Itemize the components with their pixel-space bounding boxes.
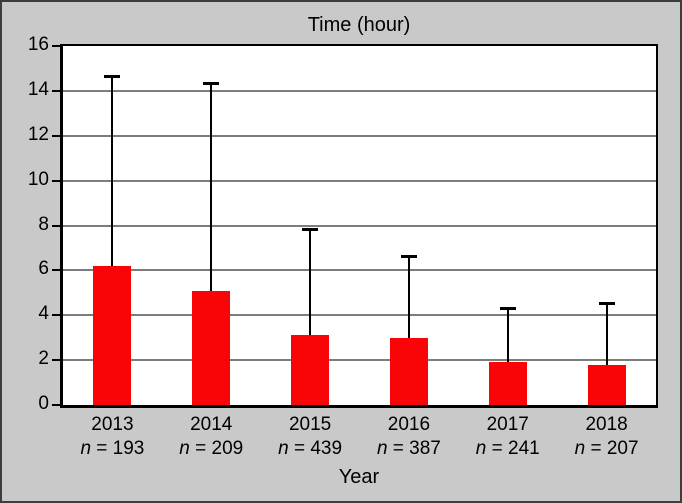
y-tick [52,45,62,47]
y-tick-label: 12 [27,123,49,145]
y-tick-label: 16 [27,34,49,55]
y-tick-label: 4 [38,303,49,325]
gridline [63,134,656,137]
y-tick-label: 0 [38,393,49,414]
gridline [63,314,656,317]
error-cap [499,307,516,311]
y-tick [52,359,62,362]
category-label: 2014 [190,414,233,435]
y-tick [52,89,62,92]
category-label: 2016 [387,414,431,435]
x-axis-label: Year [338,466,380,488]
bar [389,337,428,405]
error-whisker [309,227,312,336]
y-tick [52,404,62,406]
chart-title: Time (hour) [307,14,411,36]
bar [192,290,231,405]
y-tick [52,314,62,317]
error-cap [104,75,121,79]
gridline [63,359,656,362]
sample-size-label: n = 207 [574,438,639,459]
sample-size-label: n = 241 [475,438,540,459]
gridline [63,179,656,182]
error-cap [203,81,220,85]
bar [488,362,527,405]
category-label: 2018 [585,414,628,435]
sample-size-label: n = 209 [179,438,244,459]
sample-size-label: n = 193 [80,438,145,459]
bar [587,364,626,405]
error-whisker [407,254,410,338]
gridline [63,89,656,92]
bar [93,265,132,405]
gridline [63,224,656,227]
plot-area [60,44,658,408]
y-tick-label: 2 [38,348,49,370]
y-tick-label: 14 [27,78,49,100]
gridline [63,269,656,272]
error-whisker [210,81,213,291]
sample-size-label: n = 439 [278,438,343,459]
category-label: 2017 [486,414,529,435]
y-tick [52,179,62,182]
bar [291,335,330,405]
error-cap [598,301,615,305]
y-tick [52,134,62,137]
category-label: 2015 [288,414,332,435]
y-tick [52,269,62,272]
error-whisker [111,75,114,266]
y-tick-label: 8 [38,213,49,235]
error-whisker [605,301,608,365]
y-tick [52,224,62,227]
y-tick-label: 10 [27,168,49,190]
error-cap [302,227,319,231]
category-label: 2013 [91,414,134,435]
error-whisker [506,307,509,363]
y-tick-label: 6 [38,258,49,280]
error-cap [400,254,417,258]
sample-size-label: n = 387 [376,438,441,459]
